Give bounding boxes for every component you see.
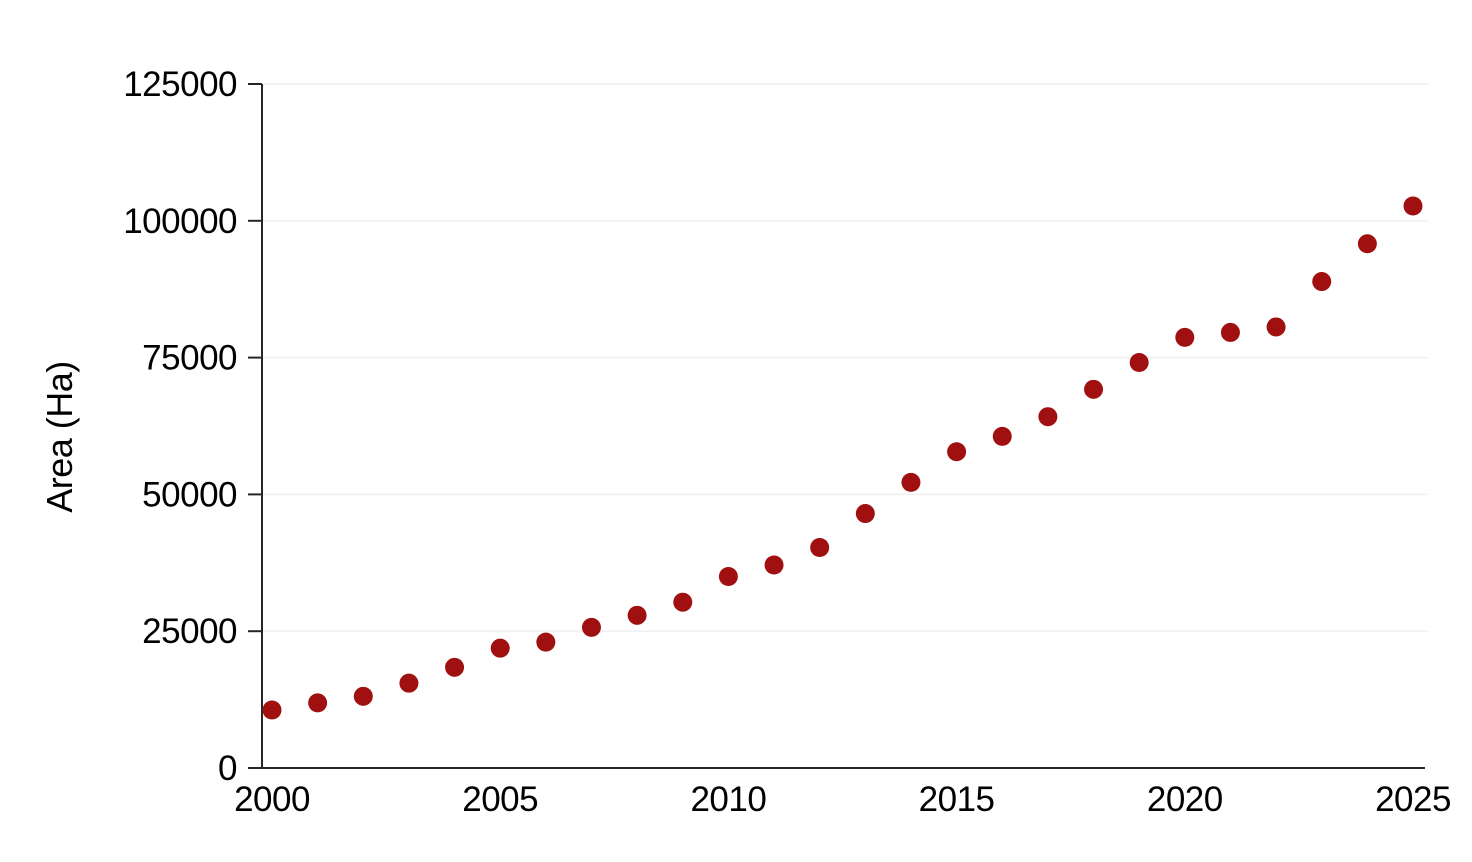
data-point[interactable] — [1220, 322, 1240, 342]
data-point[interactable] — [1357, 234, 1377, 254]
x-tick-label: 2010 — [690, 780, 766, 819]
y-tick-label: 100000 — [123, 202, 237, 241]
x-tick-label: 2015 — [919, 780, 995, 819]
tick-labels-layer: 0 25000 50000 75000 100000 125000 2000 2005 2010… — [123, 65, 1451, 819]
y-tick-label: 75000 — [142, 339, 237, 378]
axes-layer — [248, 83, 1425, 769]
y-tick-label: 125000 — [123, 65, 237, 104]
data-point[interactable] — [1129, 353, 1149, 373]
data-point[interactable] — [1175, 327, 1195, 347]
x-tick-label: 2000 — [234, 780, 310, 819]
y-tick-label: 25000 — [142, 612, 237, 651]
data-point[interactable] — [673, 592, 693, 612]
data-point[interactable] — [308, 693, 328, 713]
data-point[interactable] — [1084, 379, 1104, 399]
data-point[interactable] — [810, 537, 830, 557]
data-point[interactable] — [399, 673, 419, 693]
data-point[interactable] — [855, 504, 875, 524]
y-axis-title: Area (Ha) — [39, 361, 80, 513]
data-point[interactable] — [445, 657, 465, 677]
data-point[interactable] — [718, 566, 738, 586]
data-point[interactable] — [581, 617, 601, 637]
data-point[interactable] — [1266, 317, 1286, 337]
data-point[interactable] — [764, 555, 784, 575]
data-point[interactable] — [1403, 196, 1423, 216]
data-point[interactable] — [262, 700, 282, 720]
y-tick-label: 0 — [218, 749, 237, 788]
x-tick-label: 2005 — [462, 780, 538, 819]
y-tick-label: 50000 — [142, 475, 237, 514]
data-point[interactable] — [901, 472, 921, 492]
data-point[interactable] — [992, 426, 1012, 446]
data-point[interactable] — [947, 442, 967, 462]
data-point[interactable] — [536, 632, 556, 652]
data-point[interactable] — [627, 605, 647, 625]
data-point[interactable] — [353, 686, 373, 706]
gridlines-layer — [262, 83, 1428, 633]
data-point[interactable] — [490, 638, 510, 658]
data-point[interactable] — [1312, 272, 1332, 292]
x-tick-label: 2020 — [1147, 780, 1223, 819]
x-tick-label: 2025 — [1375, 780, 1451, 819]
data-points-layer — [262, 196, 1423, 720]
data-point[interactable] — [1038, 407, 1058, 427]
